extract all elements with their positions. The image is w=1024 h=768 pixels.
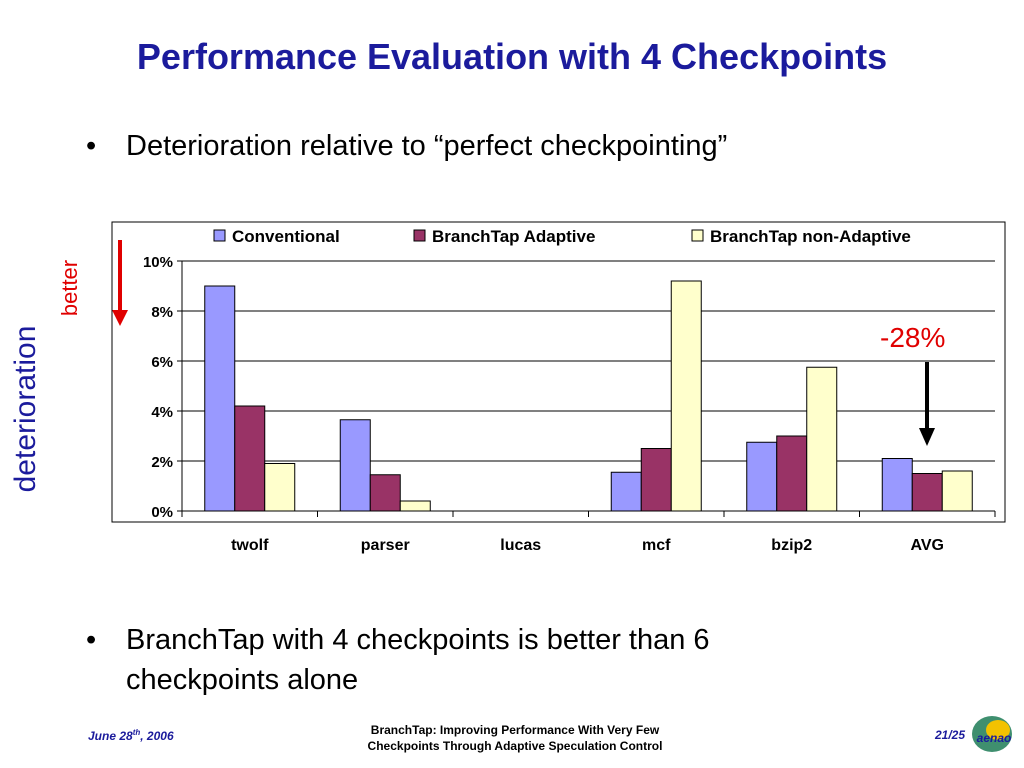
bar (941, 470, 973, 512)
x-tick-label: mcf (642, 537, 671, 554)
bullet-conclusion: • BranchTap with 4 checkpoints is better… (86, 620, 846, 700)
bar (369, 474, 401, 512)
bullet-glyph: • (86, 624, 97, 656)
footer-date-tail: , 2006 (140, 729, 174, 743)
x-tick-label: twolf (231, 537, 269, 554)
down-arrow-icon (919, 362, 935, 446)
bar (234, 405, 266, 512)
y-tick-label: 2% (151, 454, 173, 471)
x-tick-label: AVG (911, 537, 944, 554)
y-tick-label: 8% (151, 304, 173, 321)
bar (264, 463, 296, 512)
aenao-logo: aenao (972, 716, 1012, 752)
better-arrow-icon (112, 240, 128, 326)
bullet-text: BranchTap with 4 checkpoints is better t… (126, 624, 710, 696)
legend-label: Conventional (232, 227, 340, 246)
footer-paper-title: BranchTap: Improving Performance With Ve… (300, 722, 730, 754)
improvement-annotation: -28% (880, 322, 946, 353)
bar (881, 458, 913, 512)
bullet-deterioration: • Deterioration relative to “perfect che… (86, 126, 886, 166)
bar (204, 285, 236, 512)
bullet-text: Deterioration relative to “perfect check… (126, 130, 728, 162)
footer-date-sup: th (132, 728, 141, 737)
footer-title-line2: Checkpoints Through Adaptive Speculation… (367, 739, 663, 753)
y-tick-label: 0% (151, 504, 173, 521)
bar (399, 500, 431, 512)
x-tick-label: parser (361, 537, 410, 554)
bar (640, 448, 672, 512)
bar (746, 441, 778, 512)
bar (339, 419, 371, 512)
footer-date: June 28th, 2006 (88, 728, 174, 743)
bar (670, 280, 702, 512)
legend-swatch (413, 229, 426, 242)
y-tick-label: 6% (151, 354, 173, 371)
legend-swatch (213, 229, 226, 242)
logo-text: aenao (977, 731, 1012, 745)
slide-title: Performance Evaluation with 4 Checkpoint… (136, 36, 888, 77)
y-tick-label: 4% (151, 404, 173, 421)
legend-swatch (691, 229, 704, 242)
bar (776, 435, 808, 512)
bar (610, 471, 642, 512)
page-number: 21/25 (935, 728, 966, 742)
x-tick-label: lucas (500, 537, 541, 554)
footer-date-main: June 28 (88, 729, 133, 743)
y-tick-label: 10% (143, 254, 173, 271)
x-tick-label: bzip2 (771, 537, 812, 554)
bar (911, 473, 943, 512)
footer-title-line1: BranchTap: Improving Performance With Ve… (370, 723, 660, 737)
bullet-glyph: • (86, 130, 97, 162)
chart-frame (111, 221, 1006, 523)
legend-label: BranchTap Adaptive (432, 227, 595, 246)
bar (806, 366, 838, 512)
legend-label: BranchTap non-Adaptive (710, 227, 911, 246)
